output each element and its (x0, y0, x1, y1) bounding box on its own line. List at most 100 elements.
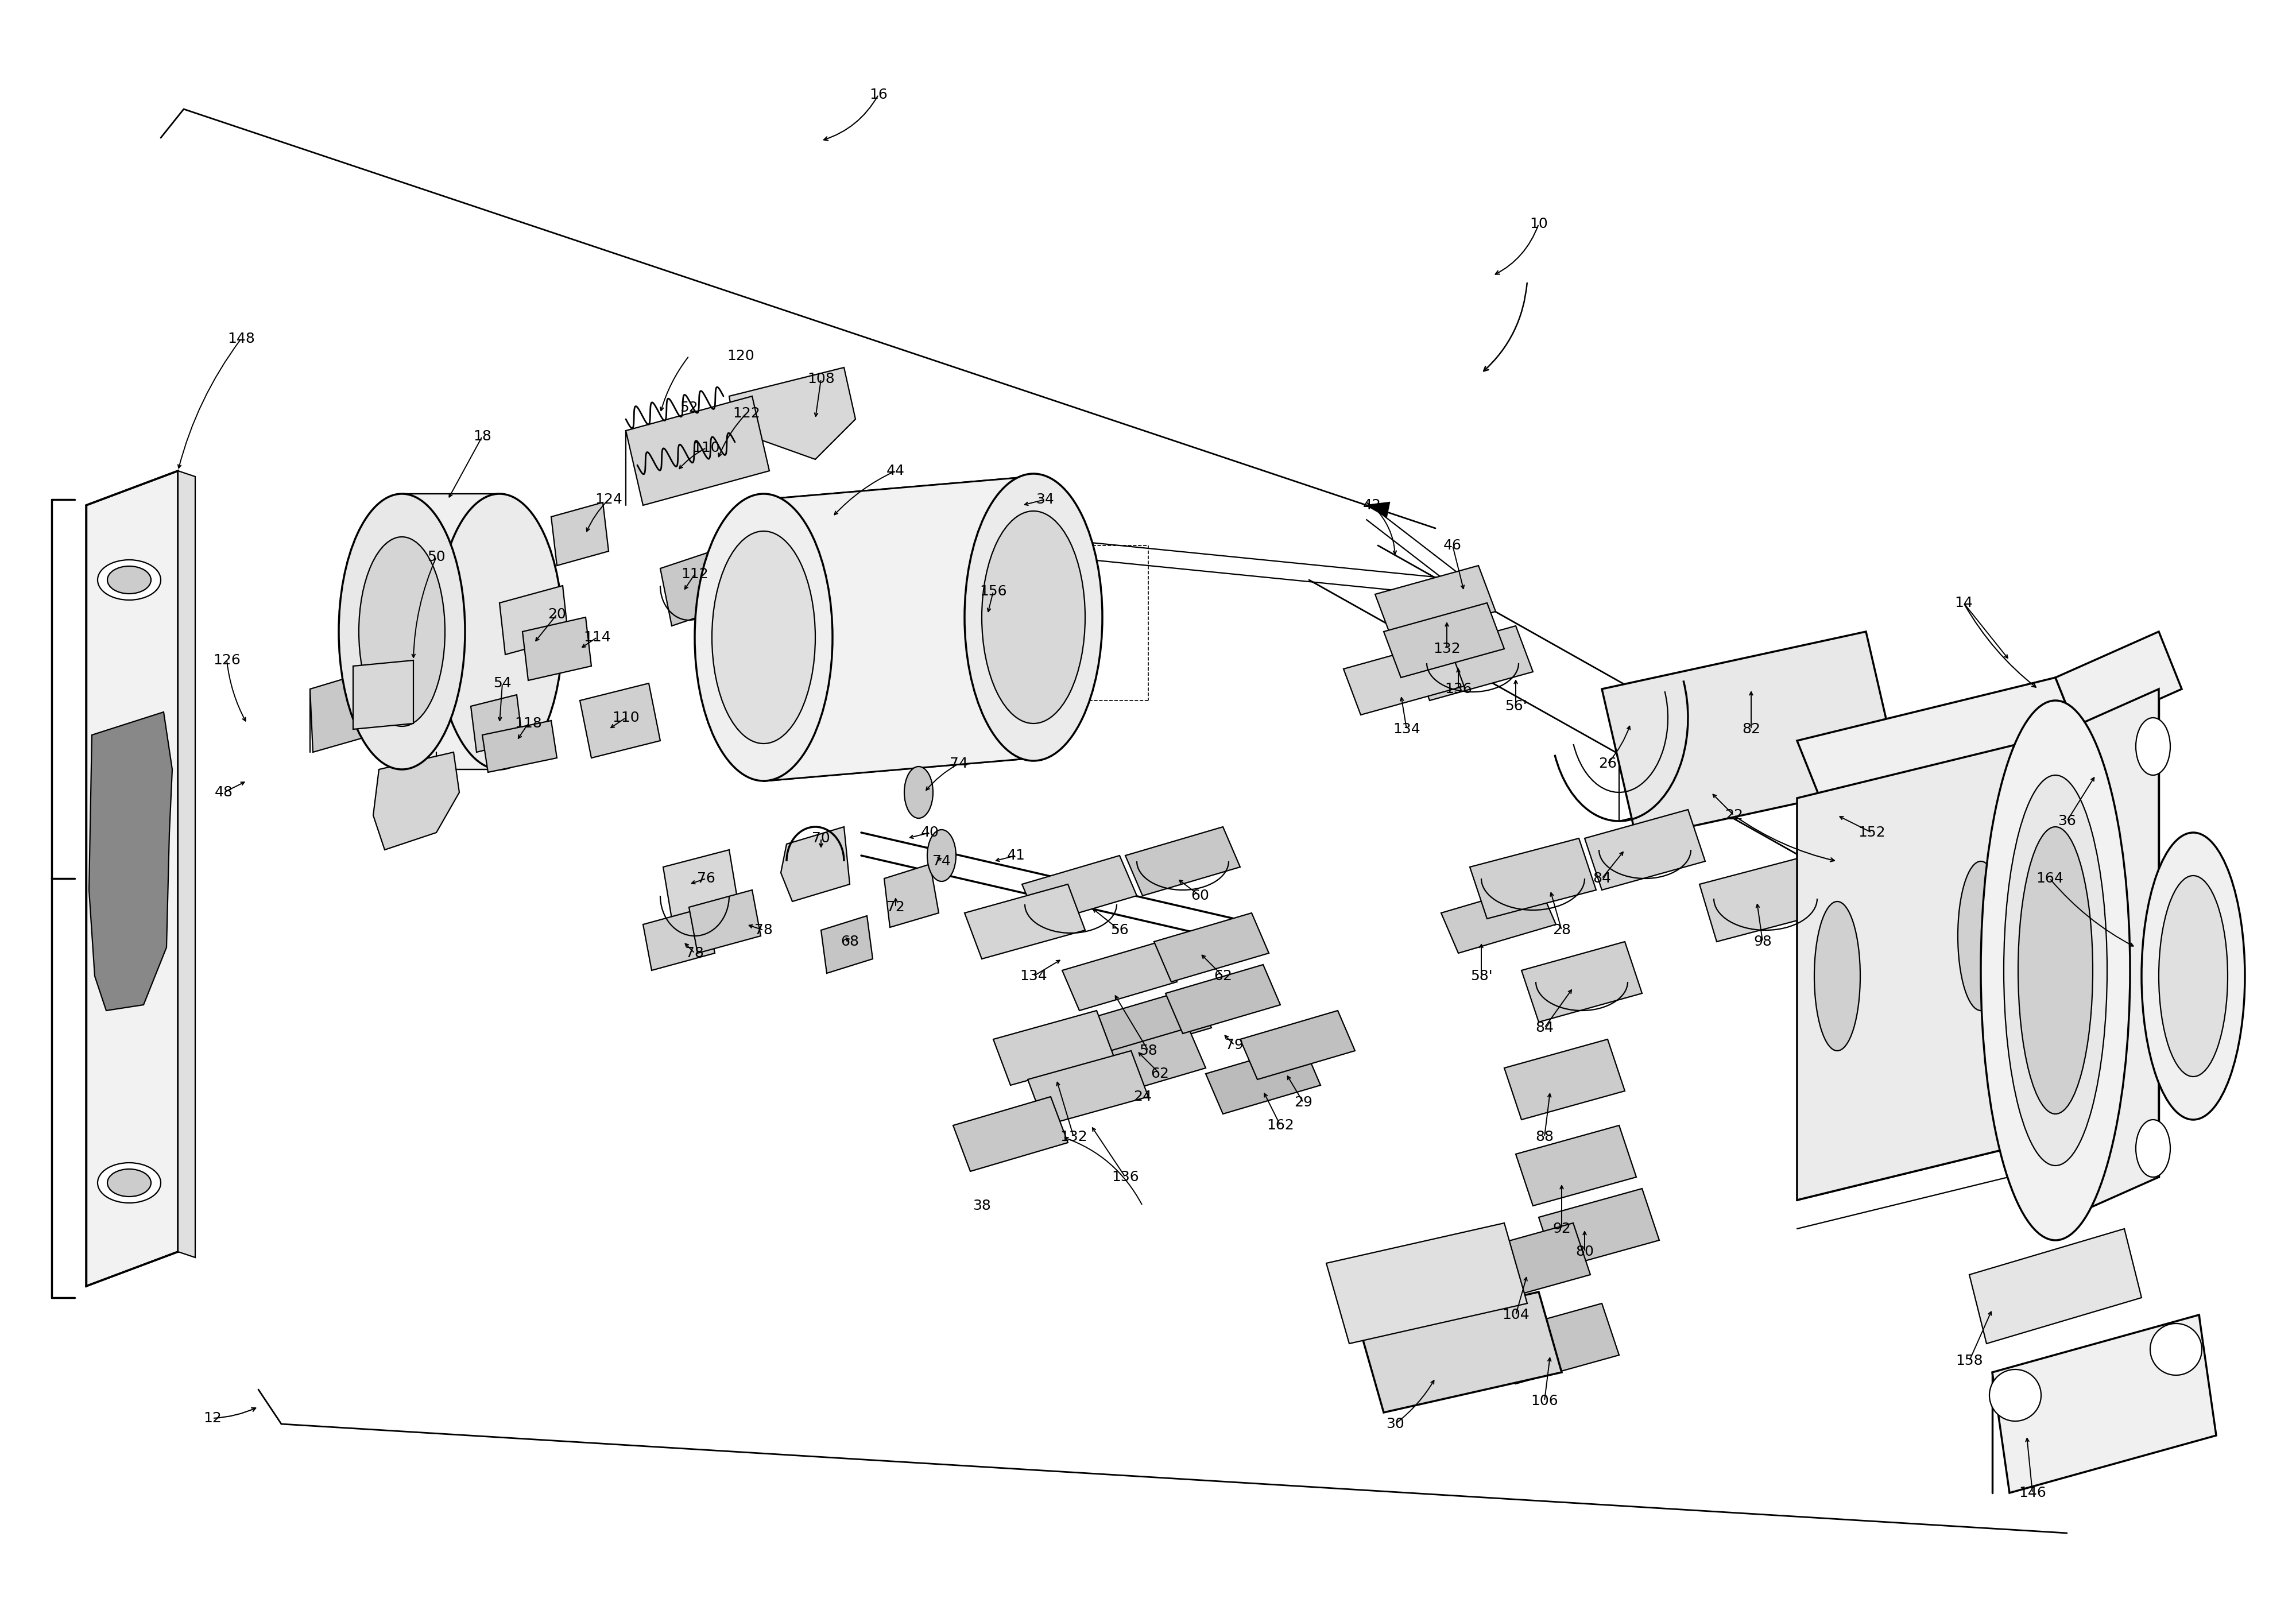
Ellipse shape (108, 567, 152, 594)
Text: 132: 132 (1061, 1131, 1088, 1143)
Polygon shape (1097, 988, 1212, 1057)
Polygon shape (1205, 1046, 1320, 1115)
Text: 148: 148 (227, 332, 255, 345)
Text: 110: 110 (693, 442, 721, 454)
Ellipse shape (983, 511, 1086, 723)
Polygon shape (1798, 678, 2078, 798)
Ellipse shape (2142, 832, 2245, 1119)
Text: 146: 146 (2018, 1486, 2046, 1500)
Text: 22: 22 (1724, 808, 1743, 822)
Text: 112: 112 (682, 567, 709, 581)
Ellipse shape (1958, 861, 2004, 1010)
Ellipse shape (2158, 875, 2227, 1076)
Text: 14: 14 (1954, 596, 1972, 610)
Ellipse shape (2004, 776, 2108, 1166)
Text: 18: 18 (473, 429, 491, 443)
Text: 29: 29 (1295, 1095, 1313, 1110)
Polygon shape (90, 711, 172, 1010)
Text: 30: 30 (1387, 1416, 1405, 1431)
Ellipse shape (108, 1169, 152, 1196)
Text: 136: 136 (1111, 1171, 1139, 1184)
Polygon shape (1993, 1315, 2216, 1494)
Ellipse shape (99, 560, 161, 601)
Text: 134: 134 (1019, 970, 1047, 983)
Polygon shape (661, 551, 723, 626)
Polygon shape (689, 890, 760, 952)
Text: 16: 16 (870, 88, 889, 101)
Text: 80: 80 (1575, 1245, 1593, 1259)
Polygon shape (1022, 856, 1137, 925)
Ellipse shape (340, 493, 466, 769)
Text: 36: 36 (2057, 814, 2076, 829)
Text: 78: 78 (687, 946, 705, 960)
Polygon shape (1442, 885, 1557, 952)
Polygon shape (664, 850, 737, 919)
Polygon shape (179, 471, 195, 1257)
Polygon shape (627, 397, 769, 506)
Polygon shape (523, 617, 592, 681)
Text: 28: 28 (1552, 923, 1570, 936)
Text: 54: 54 (494, 676, 512, 691)
Polygon shape (1375, 565, 1495, 641)
Text: 110: 110 (613, 711, 641, 724)
Polygon shape (730, 368, 856, 459)
Ellipse shape (2135, 718, 2170, 776)
Text: 56: 56 (1111, 923, 1130, 936)
Text: 136: 136 (1444, 683, 1472, 695)
Text: 164: 164 (2037, 872, 2064, 885)
Text: 126: 126 (214, 654, 241, 666)
Text: 62: 62 (1215, 970, 1233, 983)
Polygon shape (354, 660, 413, 729)
Polygon shape (643, 907, 714, 970)
Ellipse shape (436, 493, 563, 769)
Text: 108: 108 (808, 373, 836, 385)
Text: 38: 38 (974, 1200, 992, 1213)
Text: 124: 124 (595, 493, 622, 506)
Polygon shape (1166, 965, 1281, 1034)
Text: 20: 20 (549, 607, 567, 622)
Polygon shape (1155, 912, 1270, 981)
Text: 152: 152 (1857, 825, 1885, 840)
Text: 12: 12 (204, 1412, 223, 1425)
Polygon shape (2055, 689, 2158, 1224)
Text: 162: 162 (1267, 1118, 1295, 1132)
Text: 34: 34 (1035, 493, 1054, 506)
Polygon shape (402, 493, 501, 769)
Text: 56': 56' (1504, 699, 1527, 713)
Text: 42: 42 (1364, 498, 1382, 512)
Text: 26: 26 (1598, 756, 1616, 771)
Polygon shape (1343, 641, 1465, 715)
Text: 74: 74 (951, 756, 969, 771)
Ellipse shape (2149, 1323, 2202, 1375)
Polygon shape (1063, 941, 1178, 1010)
Ellipse shape (99, 1163, 161, 1203)
Text: 74: 74 (932, 854, 951, 869)
Polygon shape (1469, 1224, 1591, 1304)
Polygon shape (1366, 503, 1389, 517)
Ellipse shape (2018, 827, 2092, 1115)
Text: 84: 84 (1536, 1021, 1554, 1034)
Text: 24: 24 (1134, 1090, 1153, 1103)
Polygon shape (1327, 1224, 1527, 1344)
Text: 134: 134 (1394, 723, 1421, 736)
Text: 158: 158 (1956, 1354, 1984, 1368)
Text: 156: 156 (980, 585, 1008, 599)
Polygon shape (551, 503, 608, 565)
Polygon shape (1499, 1304, 1619, 1384)
Polygon shape (581, 683, 661, 758)
Text: 68: 68 (840, 935, 859, 949)
Polygon shape (1469, 838, 1596, 919)
Polygon shape (765, 477, 1033, 781)
Polygon shape (1412, 626, 1534, 700)
Polygon shape (1515, 1126, 1637, 1206)
Ellipse shape (712, 532, 815, 744)
Polygon shape (1091, 1028, 1205, 1097)
Polygon shape (2055, 631, 2181, 736)
Polygon shape (1699, 856, 1825, 941)
Text: 58': 58' (1469, 970, 1492, 983)
Polygon shape (1240, 1010, 1355, 1079)
Polygon shape (953, 1097, 1068, 1171)
Polygon shape (1384, 602, 1504, 678)
Polygon shape (1538, 1188, 1660, 1269)
Text: 78: 78 (755, 923, 774, 936)
